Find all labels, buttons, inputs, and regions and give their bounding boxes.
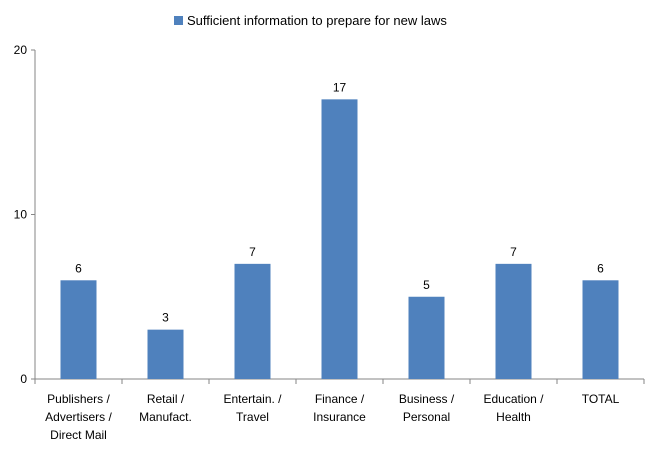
x-tick-label: TOTAL	[582, 392, 620, 406]
x-tick-label-line: Personal	[403, 410, 450, 424]
x-tick-label-line: Entertain. /	[223, 392, 282, 406]
x-tick-label-line: Education /	[483, 392, 544, 406]
data-label: 3	[162, 311, 169, 325]
bar	[495, 263, 532, 379]
legend: Sufficient information to prepare for ne…	[174, 13, 447, 28]
y-tick-label: 10	[14, 208, 28, 222]
x-tick-label-line: Retail /	[147, 392, 185, 406]
x-tick-label: Retail / Manufact.	[139, 392, 192, 424]
x-tick-label-line: Advertisers /	[45, 410, 112, 424]
x-tick-label-line: Manufact.	[139, 410, 192, 424]
x-tick-label: Publishers / Advertisers / Direct Mail	[45, 392, 112, 442]
x-tick-label-line: Insurance	[313, 410, 366, 424]
x-axis	[34, 378, 645, 384]
data-label: 7	[249, 245, 256, 259]
y-axis: 0 10 20	[14, 43, 36, 386]
bar	[147, 329, 184, 379]
legend-label: Sufficient information to prepare for ne…	[187, 13, 447, 28]
y-tick-label: 20	[14, 43, 28, 57]
x-tick-label-line: Business /	[399, 392, 455, 406]
data-label: 7	[510, 245, 517, 259]
y-tick-label: 0	[20, 372, 27, 386]
bar	[582, 280, 619, 379]
x-tick-label-line: Travel	[236, 410, 269, 424]
x-tick-label: Finance / Insurance	[313, 392, 366, 424]
bar	[321, 99, 358, 379]
x-tick-label-line: Direct Mail	[50, 428, 107, 442]
x-tick-label: Entertain. / Travel	[223, 392, 282, 424]
bars	[60, 99, 619, 379]
legend-swatch	[174, 16, 183, 25]
x-tick-label-line: Publishers /	[47, 392, 110, 406]
x-tick-labels: Publishers / Advertisers / Direct Mail Reta…	[45, 392, 619, 442]
x-tick-label-line: TOTAL	[582, 392, 620, 406]
bar	[408, 296, 445, 379]
data-label: 17	[333, 80, 347, 94]
x-tick-label: Education / Health	[483, 392, 544, 424]
data-label: 5	[423, 278, 430, 292]
x-tick-label: Business / Personal	[399, 392, 455, 424]
data-labels: 6 3 7 17 5 7 6	[75, 80, 604, 324]
bar	[234, 263, 271, 379]
data-label: 6	[597, 261, 604, 275]
x-tick-label-line: Health	[496, 410, 531, 424]
x-tick-label-line: Finance /	[315, 392, 365, 406]
data-label: 6	[75, 261, 82, 275]
bar	[60, 280, 97, 379]
